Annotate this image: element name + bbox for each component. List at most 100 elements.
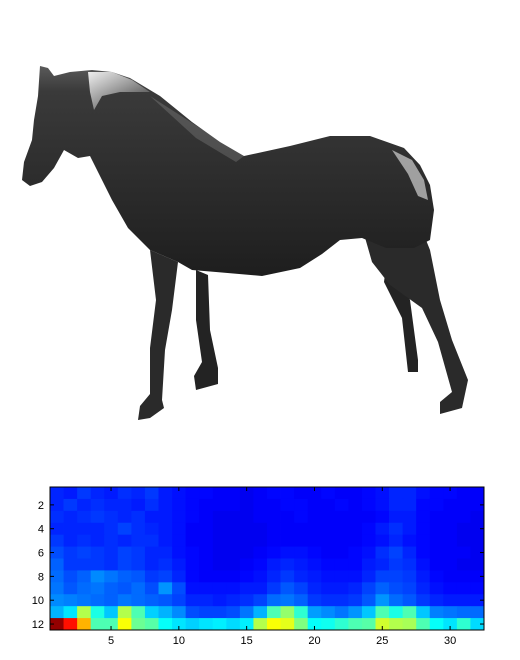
heatmap-cell-r5-c14	[226, 534, 241, 547]
heatmap-cell-r4-c27	[402, 522, 417, 536]
x-tick-label: 20	[308, 635, 320, 647]
heatmap-cell-r9-c22	[334, 582, 349, 595]
heatmap-cell-r10-c4	[90, 594, 105, 607]
heatmap-cell-r6-c11	[185, 546, 200, 559]
heatmap-cell-r1-c7	[131, 487, 146, 500]
heatmap-cell-r10-c22	[334, 594, 349, 607]
heatmap-cell-r7-c27	[402, 558, 417, 571]
heatmap-cell-r10-c10	[172, 594, 187, 607]
heatmap-cell-r6-c28	[416, 546, 431, 559]
heatmap-cell-r12-c3	[77, 618, 92, 631]
heatmap-cell-r7-c25	[375, 558, 390, 571]
heatmap-cell-r10-c23	[348, 594, 363, 607]
heatmap-cell-r4-c26	[389, 522, 404, 536]
heatmap-cell-r10-c15	[239, 594, 254, 607]
heatmap-cell-r4-c6	[117, 522, 132, 536]
heatmap-cell-r8-c11	[185, 570, 200, 583]
heatmap-cell-r11-c10	[172, 606, 187, 619]
heatmap-cell-r4-c23	[348, 522, 363, 536]
heatmap-cell-r6-c17	[267, 546, 281, 559]
horse-near-fore-leg	[138, 250, 178, 420]
heatmap-cell-r3-c10	[172, 510, 187, 524]
heatmap-chart: 5 10 15 20 25 30 2 4 6 8 10 12	[32, 486, 485, 647]
heatmap-cell-r8-c5	[104, 570, 119, 583]
heatmap-cell-r5-c11	[185, 534, 200, 547]
heatmap-cell-r7-c10	[172, 558, 187, 571]
heatmap-cell-r6-c15	[239, 546, 254, 559]
heatmap-cell-r3-c30	[443, 510, 458, 524]
heatmap-cell-r1-c2	[63, 487, 78, 500]
heatmap-cell-r1-c14	[226, 487, 241, 500]
heatmap-cell-r8-c26	[389, 570, 404, 583]
heatmap-cell-r5-c22	[334, 534, 349, 547]
heatmap-cell-r12-c8	[144, 618, 159, 631]
heatmap-cell-r10-c2	[63, 594, 78, 607]
heatmap-cell-r8-c25	[375, 570, 390, 583]
heatmap-cell-r8-c32	[470, 570, 485, 583]
heatmap-cell-r10-c14	[226, 594, 241, 607]
heatmap-cell-r7-c22	[334, 558, 349, 571]
y-axis-ticks: 2 4 6 8 10 12	[32, 500, 484, 631]
heatmap-cell-r10-c26	[389, 594, 404, 607]
heatmap-cell-r5-c9	[158, 534, 173, 547]
heatmap-cell-r3-c20	[307, 510, 322, 524]
heatmap-cell-r1-c21	[321, 487, 336, 500]
heatmap-cell-r1-c6	[117, 487, 132, 500]
heatmap-cell-r8-c31	[456, 570, 471, 583]
heatmap-cell-r8-c21	[321, 570, 336, 583]
heatmap-cell-r10-c7	[131, 594, 146, 607]
heatmap-cell-r12-c20	[307, 618, 322, 631]
heatmap-cell-r5-c29	[429, 534, 444, 547]
heatmap-cell-r5-c20	[307, 534, 322, 547]
heatmap-cell-r3-c27	[402, 510, 417, 524]
heatmap-cell-r12-c22	[334, 618, 349, 631]
heatmap-cell-r4-c29	[429, 522, 444, 536]
heatmap-cell-r1-c19	[294, 487, 309, 500]
heatmap-cell-r1-c28	[416, 487, 431, 500]
heatmap-cell-r5-c6	[117, 534, 132, 547]
heatmap-cell-r1-c22	[334, 487, 349, 500]
heatmap-cell-r7-c30	[443, 558, 458, 571]
heatmap-cell-r2-c10	[172, 498, 187, 512]
heatmap-cell-r11-c13	[212, 606, 227, 619]
heatmap-cell-r5-c31	[456, 534, 471, 547]
heatmap-cell-r8-c19	[294, 570, 309, 583]
heatmap-cell-r11-c21	[321, 606, 336, 619]
horse-rump-highlight	[392, 150, 428, 200]
heatmap-cell-r6-c14	[226, 546, 241, 559]
heatmap-cell-r11-c26	[389, 606, 404, 619]
heatmap-cell-r2-c21	[321, 498, 336, 512]
heatmap-cell-r10-c12	[199, 594, 214, 607]
heatmap-cell-r5-c4	[90, 534, 105, 547]
heatmap-cell-r9-c7	[131, 582, 146, 595]
heatmap-cell-r8-c3	[77, 570, 92, 583]
heatmap-cell-r7-c9	[158, 558, 173, 571]
heatmap-cell-r9-c28	[416, 582, 431, 595]
heatmap-cell-r1-c15	[239, 487, 254, 500]
heatmap-cell-r4-c14	[226, 522, 241, 536]
heatmap-cell-r6-c4	[90, 546, 105, 559]
heatmap-cell-r3-c22	[334, 510, 349, 524]
heatmap-cell-r10-c25	[375, 594, 390, 607]
heatmap-cell-r6-c1	[50, 546, 64, 559]
heatmap-cell-r6-c31	[456, 546, 471, 559]
heatmap-cell-r4-c20	[307, 522, 322, 536]
heatmap-cell-r2-c25	[375, 498, 390, 512]
heatmap-cell-r1-c20	[307, 487, 322, 500]
heatmap-cell-r8-c16	[253, 570, 268, 583]
heatmap-cell-r8-c18	[280, 570, 295, 583]
heatmap-cell-r3-c31	[456, 510, 471, 524]
heatmap-cell-r12-c17	[267, 618, 281, 631]
heatmap-cell-r6-c30	[443, 546, 458, 559]
heatmap-cell-r7-c26	[389, 558, 404, 571]
x-tick-label: 5	[108, 635, 114, 647]
heatmap-cell-r6-c21	[321, 546, 336, 559]
heatmap-cell-r6-c19	[294, 546, 309, 559]
heatmap-cell-r3-c23	[348, 510, 363, 524]
heatmap-cell-r1-c26	[389, 487, 404, 500]
heatmap-cell-r3-c24	[361, 510, 376, 524]
heatmap-cell-r8-c1	[50, 570, 64, 583]
heatmap-cell-r10-c3	[77, 594, 92, 607]
heatmap-cell-r12-c30	[443, 618, 458, 631]
heatmap-cell-r9-c2	[63, 582, 78, 595]
